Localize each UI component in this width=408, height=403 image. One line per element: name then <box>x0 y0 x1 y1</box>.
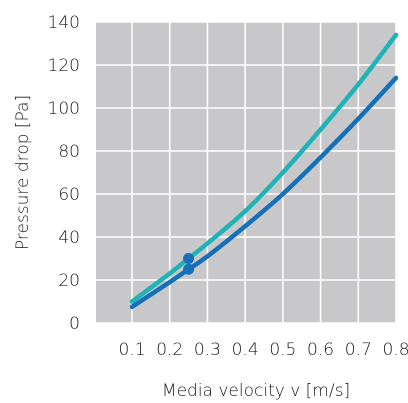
y-tick-label: 20 <box>58 271 80 291</box>
data-series <box>129 32 399 310</box>
x-tick-label: 0.8 <box>382 340 408 360</box>
x-tick-label: 0.5 <box>269 340 296 360</box>
x-tick-label: 0.7 <box>345 340 372 360</box>
x-tick-label: 0.3 <box>194 340 221 360</box>
series-line-1 <box>129 32 399 304</box>
data-point-marker-2 <box>183 263 195 275</box>
y-tick-label: 60 <box>58 185 80 205</box>
y-tick-label: 40 <box>58 228 80 248</box>
data-markers <box>183 253 195 275</box>
series-line-2 <box>129 75 399 310</box>
data-point-marker-1 <box>183 253 195 264</box>
x-tick-labels: 0.1 0.2 0.3 0.4 0.5 0.6 0.7 0.8 <box>118 340 408 360</box>
plot-background <box>96 22 396 323</box>
y-tick-label: 80 <box>58 142 80 162</box>
y-tick-label: 140 <box>48 13 80 33</box>
x-tick-label: 0.6 <box>307 340 334 360</box>
y-tick-label: 0 <box>69 314 80 334</box>
y-axis-title: Pressure drop [Pa] <box>13 95 33 250</box>
x-tick-label: 0.2 <box>156 340 183 360</box>
x-tick-label: 0.4 <box>232 340 259 360</box>
x-axis-title: Media velocity v [m/s] <box>162 381 350 401</box>
y-tick-labels: 0 20 40 60 80 100 120 140 <box>48 13 80 334</box>
y-tick-label: 120 <box>48 56 80 76</box>
x-tick-label: 0.1 <box>118 340 145 360</box>
y-tick-label: 100 <box>48 99 80 119</box>
